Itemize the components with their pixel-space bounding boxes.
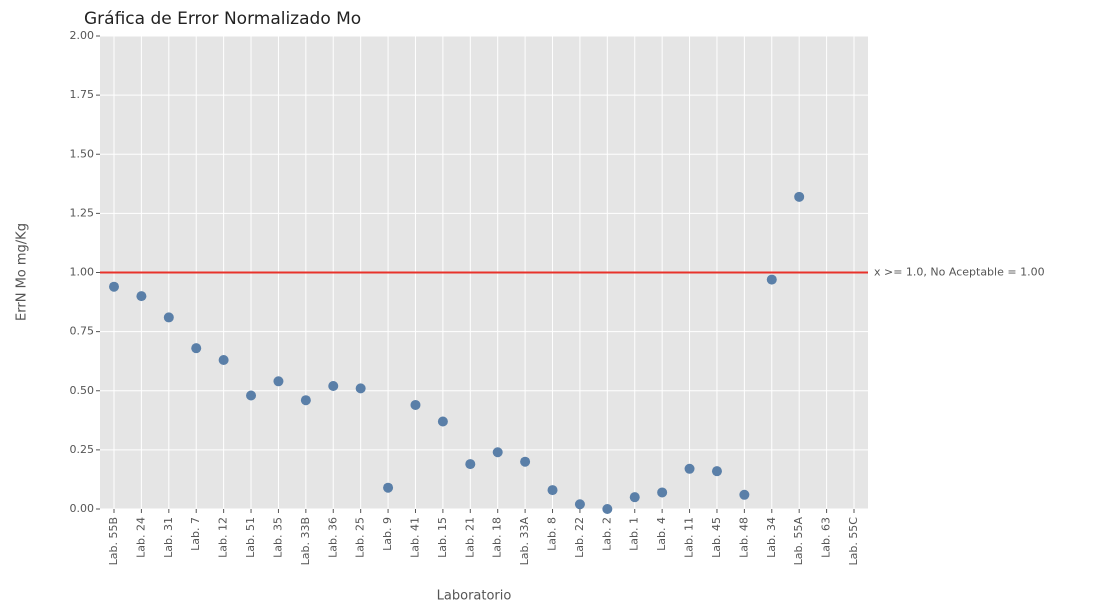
point <box>711 466 722 477</box>
x-tick-label: Lab. 15 <box>436 517 449 558</box>
y-tick-label: 0.00 <box>70 502 95 515</box>
point <box>136 291 147 302</box>
x-tick-label: Lab. 55A <box>792 517 805 566</box>
x-tick-label: Lab. 2 <box>600 517 613 551</box>
x-axis-label: Laboratorio <box>437 589 512 604</box>
point <box>492 447 503 458</box>
point <box>328 381 339 392</box>
x-tick-label: Lab. 55C <box>847 517 860 566</box>
x-tick-label: Lab. 63 <box>820 517 833 558</box>
x-tick-label: Lab. 25 <box>354 517 367 558</box>
point <box>547 485 558 496</box>
point <box>766 274 777 285</box>
point <box>355 383 366 394</box>
x-tick-label: Lab. 21 <box>463 517 476 558</box>
x-tick-label: Lab. 9 <box>381 517 394 551</box>
x-tick-label: Lab. 45 <box>710 517 723 558</box>
x-tick-label: Lab. 31 <box>162 517 175 558</box>
point <box>629 492 640 503</box>
x-tick-label: Lab. 48 <box>737 517 750 558</box>
x-tick-label: Lab. 24 <box>134 517 147 558</box>
x-tick-label: Lab. 1 <box>628 517 641 551</box>
x-tick-label: Lab. 34 <box>765 517 778 558</box>
point <box>273 376 284 387</box>
x-tick-label: Lab. 4 <box>655 517 668 551</box>
point <box>520 456 531 467</box>
point <box>657 487 668 498</box>
x-tick-label: Lab. 36 <box>326 517 339 558</box>
x-tick-label: Lab. 33A <box>518 517 531 566</box>
point <box>465 459 476 470</box>
y-tick-label: 0.75 <box>70 325 95 338</box>
x-tick-label: Lab. 51 <box>244 517 257 558</box>
x-tick-label: Lab. 55B <box>107 517 120 565</box>
threshold-label: x >= 1.0, No Aceptable = 1.00 <box>874 266 1045 279</box>
x-tick-label: Lab. 33B <box>299 517 312 565</box>
point <box>163 312 174 323</box>
point <box>410 399 421 410</box>
y-tick-label: 2.00 <box>70 29 95 42</box>
y-tick-label: 1.25 <box>70 206 95 219</box>
x-tick-label: Lab. 12 <box>217 517 230 558</box>
point <box>602 504 613 514</box>
chart-title: Gráfica de Error Normalizado Mo <box>84 9 361 29</box>
x-tick-label: Lab. 22 <box>573 517 586 558</box>
point <box>383 482 394 493</box>
y-tick-label: 1.00 <box>70 266 95 279</box>
point <box>109 281 119 292</box>
point <box>246 390 257 401</box>
y-tick-label: 1.75 <box>70 88 95 101</box>
point <box>300 395 311 406</box>
point <box>574 499 585 510</box>
y-axis-label: ErrN Mo mg/Kg <box>15 223 30 321</box>
point <box>191 343 202 354</box>
x-tick-label: Lab. 7 <box>189 517 202 551</box>
point <box>684 463 695 474</box>
x-tick-label: Lab. 18 <box>491 517 504 558</box>
y-tick-label: 1.50 <box>70 147 95 160</box>
y-tick-label: 0.25 <box>70 443 95 456</box>
x-tick-label: Lab. 8 <box>546 517 559 551</box>
point <box>739 489 750 500</box>
y-tick-label: 0.50 <box>70 384 95 397</box>
point <box>794 191 805 202</box>
x-tick-label: Lab. 35 <box>271 517 284 558</box>
point <box>437 416 448 427</box>
x-tick-label: Lab. 41 <box>408 517 421 558</box>
x-tick-label: Lab. 11 <box>683 517 696 558</box>
point <box>218 355 229 366</box>
